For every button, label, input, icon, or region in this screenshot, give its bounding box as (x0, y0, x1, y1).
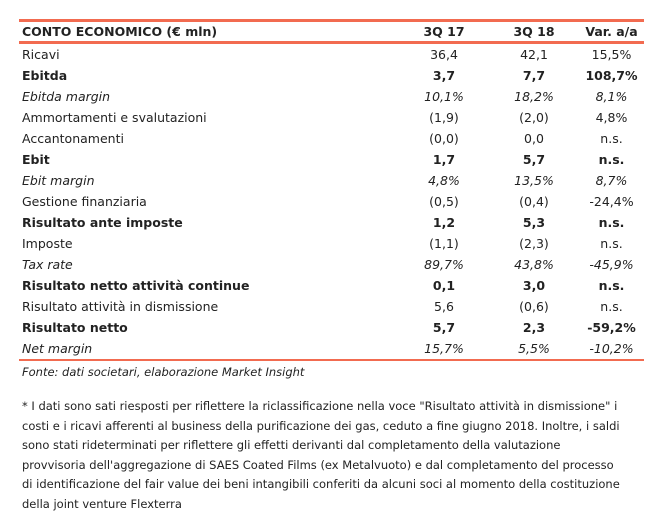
income-table: CONTO ECONOMICO (€ mln) 3Q 17 3Q 18 Var.… (19, 19, 644, 361)
table-row: Ricavi 36,4 42,1 15,5% (19, 43, 644, 66)
header-row: CONTO ECONOMICO (€ mln) 3Q 17 3Q 18 Var.… (19, 19, 644, 44)
table-row: Ebitda 3,7 7,7 108,7% (19, 65, 644, 86)
value-3q18: 0,0 (524, 131, 544, 146)
row-label: Ebit (22, 152, 50, 167)
value-3q18: 42,1 (520, 47, 548, 62)
value-var: -24,4% (589, 194, 634, 209)
value-var: n.s. (600, 299, 623, 314)
row-label: Risultato ante imposte (22, 215, 183, 230)
value-3q18: (0,6) (519, 299, 549, 314)
value-3q18: 7,7 (522, 68, 546, 83)
value-3q17: 1,2 (432, 215, 456, 230)
value-3q17: 1,7 (432, 152, 456, 167)
table-row: Accantonamenti (0,0) 0,0 n.s. (19, 128, 644, 149)
value-var: -45,9% (589, 257, 634, 272)
table-row: Risultato ante imposte 1,2 5,3 n.s. (19, 212, 644, 233)
row-label: Net margin (19, 338, 399, 361)
value-3q18: 5,7 (522, 152, 546, 167)
header-3q17: 3Q 17 (399, 19, 489, 44)
value-3q17: (0,0) (429, 131, 459, 146)
value-3q17: (0,5) (429, 194, 459, 209)
header-var: Var. a/a (579, 19, 644, 44)
value-3q17: 0,1 (432, 278, 456, 293)
value-var: 8,1% (595, 89, 628, 104)
table-row: Ebitda margin 10,1% 18,2% 8,1% (19, 86, 644, 107)
value-var: -59,2% (587, 320, 636, 335)
income-statement: CONTO ECONOMICO (€ mln) 3Q 17 3Q 18 Var.… (19, 19, 644, 514)
value-3q18: (2,3) (519, 236, 549, 251)
row-label: Tax rate (22, 257, 73, 272)
table-row: Risultato netto attività continue 0,1 3,0 n… (19, 275, 644, 296)
table-row: Imposte (1,1) (2,3) n.s. (19, 233, 644, 254)
value-var: n.s. (598, 215, 625, 230)
row-label: Imposte (22, 236, 73, 251)
value-3q18: 43,8% (514, 257, 554, 272)
header-title: CONTO ECONOMICO (€ mln) (19, 19, 399, 44)
row-label: Risultato attività in dismissione (22, 299, 219, 314)
row-label: Risultato netto attività continue (22, 278, 250, 293)
value-3q17: 3,7 (432, 68, 456, 83)
value-3q17: 4,8% (428, 173, 460, 188)
value-3q17: 5,7 (432, 320, 456, 335)
table-row: Gestione finanziaria (0,5) (0,4) -24,4% (19, 191, 644, 212)
value-3q18: 13,5% (514, 173, 554, 188)
table-row: Net margin 15,7% 5,5% -10,2% (19, 338, 644, 361)
table-row: Ebit margin 4,8% 13,5% 8,7% (19, 170, 644, 191)
table-row: Ammortamenti e svalutazioni (1,9) (2,0) 4,8… (19, 107, 644, 128)
row-label: Ebit margin (22, 173, 95, 188)
value-3q18: (2,0) (519, 110, 549, 125)
value-3q17: 10,1% (424, 89, 464, 104)
value-var: n.s. (598, 152, 625, 167)
value-var: 108,7% (585, 68, 638, 83)
row-label: Ammortamenti e svalutazioni (22, 110, 207, 125)
table-row: Risultato attività in dismissione 5,6 (0,6… (19, 296, 644, 317)
value-3q17: 5,6 (434, 299, 454, 314)
row-label: Ebitda margin (22, 89, 111, 104)
value-3q17: (1,9) (429, 110, 459, 125)
row-label: Gestione finanziaria (22, 194, 147, 209)
row-label: Ebitda (22, 68, 68, 83)
table-row: Ebit 1,7 5,7 n.s. (19, 149, 644, 170)
value-3q17: 89,7% (424, 257, 464, 272)
value-var: n.s. (600, 131, 623, 146)
row-label: Accantonamenti (22, 131, 124, 146)
footnote: * I dati sono sati riesposti per riflett… (22, 399, 620, 511)
value-3q17: 15,7% (399, 338, 489, 361)
header-3q18: 3Q 18 (489, 19, 579, 44)
table-row: Risultato netto 5,7 2,3 -59,2% (19, 317, 644, 338)
value-3q18: 3,0 (522, 278, 546, 293)
value-var: n.s. (598, 278, 625, 293)
value-3q17: 36,4 (430, 47, 458, 62)
value-3q17: (1,1) (429, 236, 459, 251)
value-var: 8,7% (595, 173, 628, 188)
row-label: Risultato netto (22, 320, 128, 335)
value-3q18: 18,2% (514, 89, 554, 104)
value-3q18: 2,3 (522, 320, 546, 335)
value-3q18: 5,5% (489, 338, 579, 361)
value-var: 15,5% (591, 47, 632, 62)
table-row: Tax rate 89,7% 43,8% -45,9% (19, 254, 644, 275)
value-3q18: (0,4) (519, 194, 549, 209)
value-var: 4,8% (595, 110, 628, 125)
value-var: -10,2% (579, 338, 644, 361)
value-var: n.s. (600, 236, 623, 251)
value-3q18: 5,3 (522, 215, 546, 230)
source-note: Fonte: dati societari, elaborazione Mark… (22, 365, 305, 379)
row-label: Ricavi (22, 47, 60, 62)
